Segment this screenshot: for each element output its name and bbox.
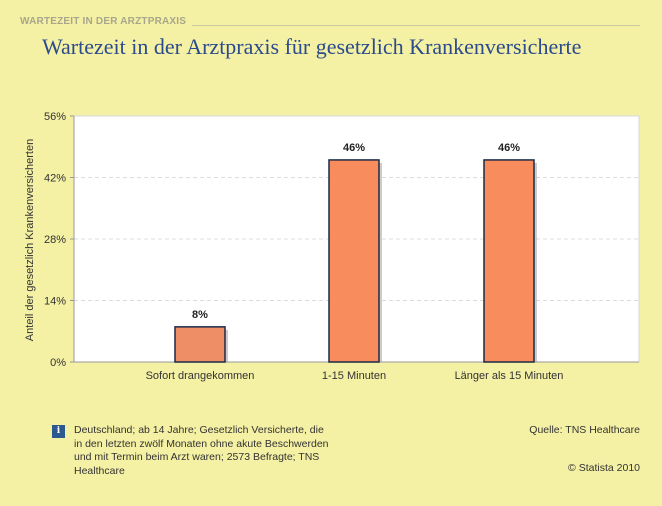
y-tick-label: 42% <box>44 173 66 185</box>
y-tick-label: 0% <box>50 357 66 369</box>
x-tick-label: Länger als 15 Minuten <box>455 370 564 382</box>
bar-value-label: 8% <box>192 309 208 321</box>
bar <box>328 159 380 363</box>
y-tick-label: 28% <box>44 234 66 246</box>
source-text: Quelle: TNS Healthcare <box>529 424 640 436</box>
x-tick-label: Sofort drangekommen <box>146 370 255 382</box>
chart-title: Wartezeit in der Arztpraxis für gesetzli… <box>42 34 582 59</box>
x-tick-label: 1-15 Minuten <box>322 370 386 382</box>
bar <box>483 159 535 363</box>
section-header-bar: WARTEZEIT IN DER ARZTPRAXIS <box>20 11 640 27</box>
info-icon[interactable]: i <box>52 425 65 438</box>
copyright-text: © Statista 2010 <box>568 462 640 474</box>
y-tick-label: 56% <box>44 111 66 123</box>
y-tick-label: 14% <box>44 296 66 308</box>
bar-value-label: 46% <box>498 142 520 154</box>
footnote: Deutschland; ab 14 Jahre; Gesetzlich Ver… <box>74 424 329 477</box>
section-label: WARTEZEIT IN DER ARZTPRAXIS <box>20 16 193 27</box>
bar-value-label: 46% <box>343 142 365 154</box>
bar <box>174 326 226 363</box>
